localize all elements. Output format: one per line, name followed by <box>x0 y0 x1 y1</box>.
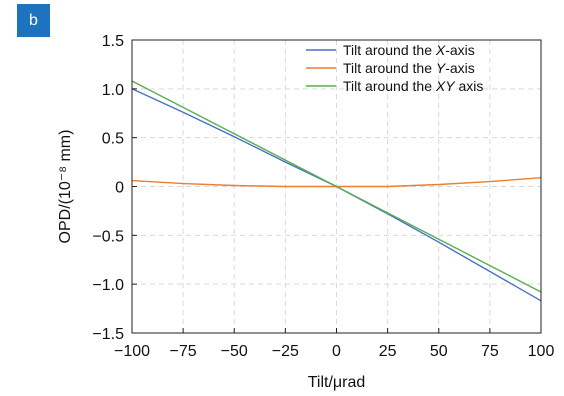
y-tick-label: −0.5 <box>92 228 124 245</box>
x-axis-title: Tilt/μrad <box>308 374 366 391</box>
x-tick-label: 100 <box>528 343 555 360</box>
x-tick-label: 25 <box>379 343 397 360</box>
series-lines <box>131 80 542 302</box>
y-tick-label: −1.0 <box>92 277 124 294</box>
y-tick-label: 1.0 <box>102 82 124 99</box>
axis-ticks: −100 −75 −50 −25 0 25 50 75 100 1.5 1.0 0.5 0 −0.5 −1.… <box>92 33 554 360</box>
x-tick-label: 0 <box>332 343 341 360</box>
x-tick-label: −100 <box>114 343 150 360</box>
legend-entry: Tilt around the X-axis <box>343 42 475 58</box>
y-tick-label: −1.5 <box>92 326 124 343</box>
legend-entry: Tilt around the Y-axis <box>343 60 475 76</box>
panel-label: b <box>17 4 50 37</box>
x-tick-label: 50 <box>430 343 448 360</box>
series-line-3 <box>131 80 542 293</box>
y-tick-label: 0 <box>115 180 124 197</box>
x-tick-label: −25 <box>272 343 299 360</box>
x-tick-label: 75 <box>481 343 499 360</box>
x-tick-label: −50 <box>221 343 248 360</box>
grid <box>132 40 541 333</box>
legend-entry: Tilt around the XY axis <box>343 78 483 94</box>
y-axis-title: OPD/(10⁻⁸ mm) <box>57 130 74 244</box>
legend: Tilt around the X-axis Tilt around the Y-… <box>306 42 483 94</box>
x-tick-label: −75 <box>170 343 197 360</box>
y-tick-label: 1.5 <box>102 33 124 50</box>
y-tick-label: 0.5 <box>102 131 124 148</box>
